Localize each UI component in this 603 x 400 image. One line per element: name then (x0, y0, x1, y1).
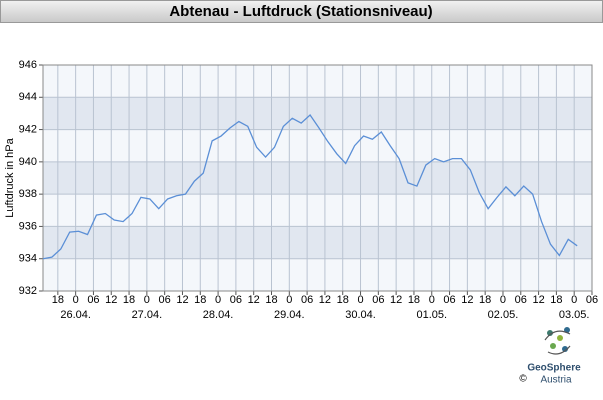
x-tick-label: 12 (319, 294, 331, 306)
x-tick-label: 0 (144, 294, 150, 306)
plot-border (42, 64, 593, 292)
x-tick-label: 06 (443, 294, 455, 306)
copyright: © (519, 374, 527, 385)
logo-dot (562, 346, 568, 352)
y-tick-label: 934 (19, 253, 37, 265)
x-tick-label: 18 (194, 294, 206, 306)
x-tick-label: 12 (176, 294, 188, 306)
day-label: 02.05. (488, 309, 519, 321)
chart-title: Abtenau - Luftdruck (Stationsniveau) (169, 3, 432, 20)
day-label: 30.04. (345, 309, 376, 321)
x-tick-label: 18 (265, 294, 277, 306)
grid-band (43, 65, 592, 98)
logo-dot (547, 330, 553, 336)
x-tick-label: 12 (248, 294, 260, 306)
y-axis-label: Luftdruck in hPa (4, 137, 16, 217)
grid-band (43, 129, 592, 162)
plot-area: 932 934 936 938 940 942 944 946 18 0 06 12 18 0 06 12 18… (19, 59, 598, 321)
x-tick-label: 06 (515, 294, 527, 306)
logo-sub: Austria (540, 375, 572, 386)
grid-band (43, 258, 592, 291)
x-tick-label: 18 (52, 294, 64, 306)
x-tick-label: 18 (408, 294, 420, 306)
x-tick-label: 12 (105, 294, 117, 306)
x-tick-label: 12 (532, 294, 544, 306)
logo-dot (550, 343, 556, 349)
x-tick-label: 06 (230, 294, 242, 306)
day-label: 01.05. (416, 309, 447, 321)
x-tick-label: 12 (390, 294, 402, 306)
grid-band (43, 161, 592, 195)
day-label: 26.04. (60, 309, 91, 321)
grid-band (43, 97, 592, 130)
x-tick-label: 0 (215, 294, 221, 306)
x-tick-label: 12 (461, 294, 473, 306)
y-tick-label: 946 (19, 59, 37, 71)
x-tick-label: 0 (500, 294, 506, 306)
x-tick-label: 18 (479, 294, 491, 306)
x-tick-label: 0 (571, 294, 577, 306)
logo: GeoSphere Austria © (519, 327, 581, 386)
day-label: 28.04. (203, 309, 234, 321)
x-tick-label: 06 (87, 294, 99, 306)
x-tick-label: 06 (159, 294, 171, 306)
y-tick-label: 942 (19, 123, 37, 135)
x-tick-label: 06 (301, 294, 313, 306)
grid-band (43, 194, 592, 227)
x-tick-label: 06 (372, 294, 384, 306)
logo-dot (557, 335, 563, 341)
x-tick-label: 18 (550, 294, 562, 306)
x-tick-label: 18 (123, 294, 135, 306)
x-tick-label: 0 (429, 294, 435, 306)
y-tick-label: 932 (19, 285, 37, 297)
day-label: 27.04. (132, 309, 163, 321)
grid-band (43, 226, 592, 259)
day-label: 03.05. (559, 309, 590, 321)
x-tick-label: 0 (73, 294, 79, 306)
y-tick-label: 936 (19, 220, 37, 232)
x-tick-label: 06 (586, 294, 598, 306)
y-tick-label: 938 (19, 188, 37, 200)
y-tick-label: 944 (19, 91, 37, 103)
day-label: 29.04. (274, 309, 305, 321)
y-tick-label: 940 (19, 156, 37, 168)
x-tick-label: 18 (337, 294, 349, 306)
logo-name: GeoSphere (527, 363, 581, 374)
x-tick-label: 0 (357, 294, 363, 306)
logo-swirl (544, 330, 571, 355)
x-tick-label: 0 (286, 294, 292, 306)
data-line (42, 114, 578, 260)
